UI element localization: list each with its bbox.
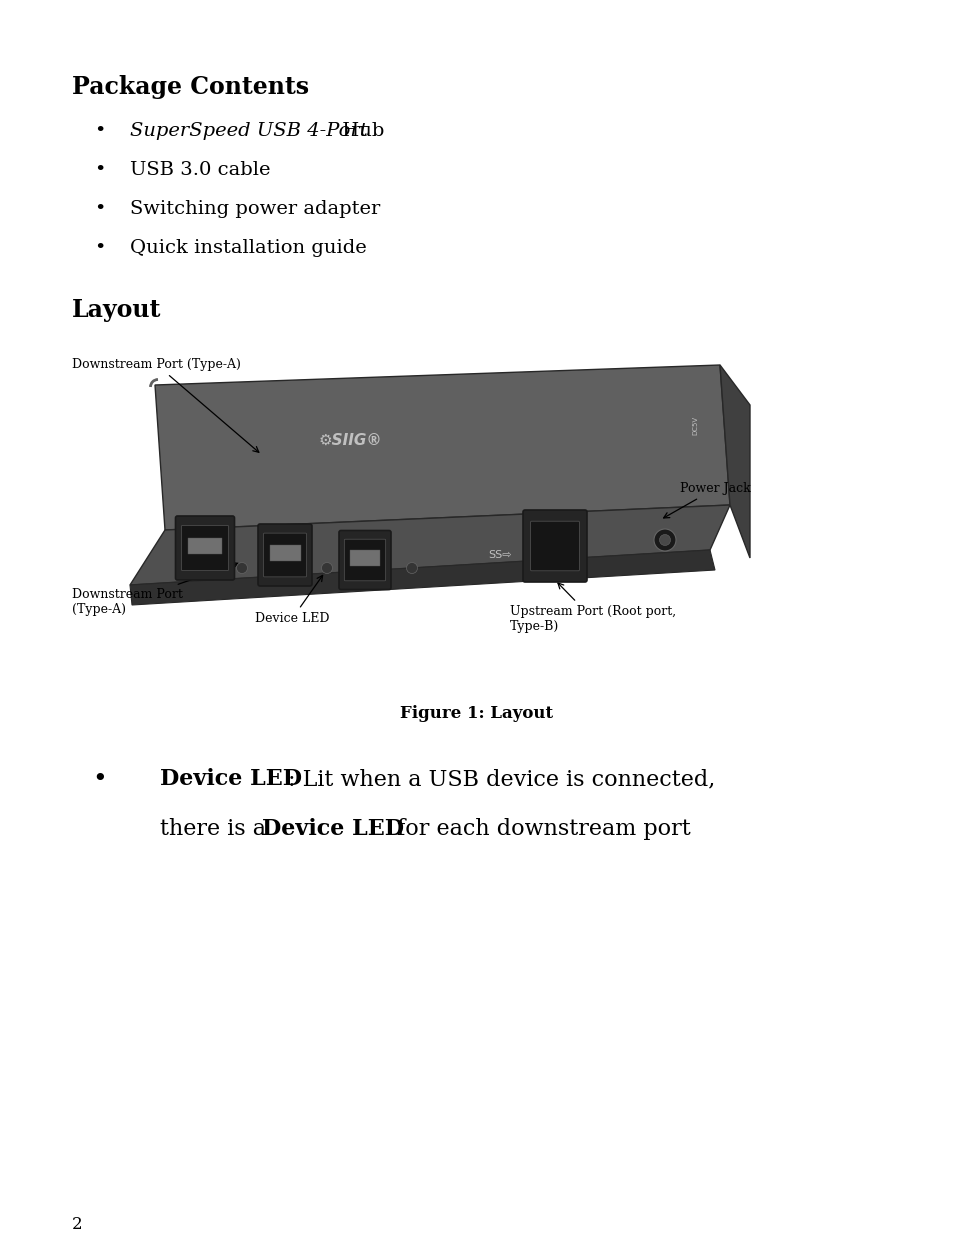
- Text: 2: 2: [71, 1215, 83, 1233]
- Polygon shape: [720, 364, 749, 559]
- Circle shape: [236, 562, 247, 573]
- FancyBboxPatch shape: [338, 530, 391, 590]
- Circle shape: [654, 529, 676, 551]
- Text: Layout: Layout: [71, 299, 161, 322]
- Circle shape: [659, 535, 670, 546]
- Text: SS⇨: SS⇨: [488, 550, 511, 560]
- FancyBboxPatch shape: [263, 534, 306, 577]
- Text: Device LED: Device LED: [254, 576, 329, 624]
- Text: Quick installation guide: Quick installation guide: [130, 239, 366, 258]
- Text: Downstream Port (Type-A): Downstream Port (Type-A): [71, 358, 258, 453]
- Text: for each downstream port: for each downstream port: [390, 819, 690, 840]
- Text: Hub: Hub: [335, 122, 384, 141]
- Circle shape: [321, 562, 333, 573]
- Text: DC5V: DC5V: [691, 415, 698, 434]
- Text: ⚙SIIG®: ⚙SIIG®: [318, 433, 381, 448]
- Polygon shape: [154, 364, 729, 530]
- Bar: [188, 537, 222, 554]
- Text: •: •: [94, 160, 106, 179]
- Text: there is a: there is a: [160, 819, 273, 840]
- Text: Figure 1: Layout: Figure 1: Layout: [400, 705, 553, 722]
- Text: •: •: [94, 122, 106, 141]
- Text: Package Contents: Package Contents: [71, 75, 309, 100]
- Text: •: •: [92, 768, 108, 791]
- Text: Device LED: Device LED: [262, 819, 403, 840]
- Polygon shape: [130, 505, 729, 585]
- FancyBboxPatch shape: [257, 524, 312, 586]
- Bar: [350, 551, 379, 566]
- FancyBboxPatch shape: [175, 516, 234, 580]
- Circle shape: [406, 562, 417, 573]
- Text: Upstream Port (Root port,
Type-B): Upstream Port (Root port, Type-B): [510, 583, 676, 633]
- Text: Device LED: Device LED: [160, 768, 302, 790]
- Polygon shape: [130, 550, 714, 605]
- Text: •: •: [94, 200, 106, 218]
- Text: Downstream Port
(Type-A): Downstream Port (Type-A): [71, 562, 238, 616]
- Text: : Lit when a USB device is connected,: : Lit when a USB device is connected,: [288, 768, 715, 790]
- FancyBboxPatch shape: [344, 539, 385, 581]
- Bar: [269, 545, 300, 561]
- FancyBboxPatch shape: [530, 521, 578, 571]
- Text: USB 3.0 cable: USB 3.0 cable: [130, 160, 271, 179]
- Text: SuperSpeed USB 4-Port: SuperSpeed USB 4-Port: [130, 122, 367, 141]
- Text: Switching power adapter: Switching power adapter: [130, 200, 380, 218]
- FancyBboxPatch shape: [522, 510, 586, 582]
- Text: Power Jack: Power Jack: [663, 481, 750, 518]
- FancyBboxPatch shape: [181, 525, 229, 571]
- Text: •: •: [94, 239, 106, 258]
